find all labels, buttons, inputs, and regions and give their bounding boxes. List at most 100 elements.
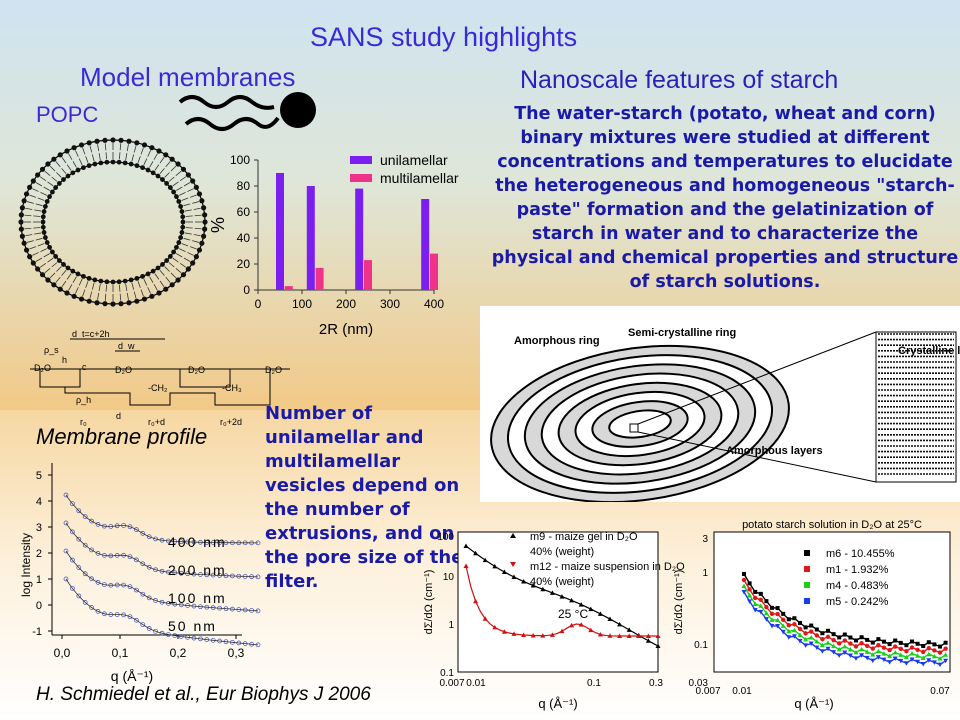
profile-xtick-label: 0,0 <box>54 646 71 660</box>
lipid-molecule-illustration <box>178 92 316 131</box>
potato-point <box>882 639 886 644</box>
potato-point <box>753 589 758 594</box>
profile-ytick-label: 2 <box>36 548 42 560</box>
potato-point <box>769 611 775 617</box>
bar-ytick-label: 80 <box>237 179 251 193</box>
potato-point <box>764 599 769 604</box>
potato-point <box>837 641 842 646</box>
profile-xtick-label: 0,3 <box>228 646 245 660</box>
maize-gel-series-point <box>645 638 651 643</box>
maize-suspension-series-point <box>549 632 555 637</box>
potato-ytick-label: 0.1 <box>694 640 708 651</box>
potato-xtick-label: 0.007 <box>695 686 720 697</box>
maize-gel-series-point <box>530 582 536 588</box>
potato-point <box>837 635 842 640</box>
maize-gel-series-point <box>473 550 479 556</box>
potato-point <box>865 637 870 642</box>
potato-point <box>848 641 853 646</box>
maize-xlabel: q (Å⁻¹) <box>538 696 577 711</box>
bar-xtick-label: 100 <box>292 297 312 311</box>
schematic-d2o-1: D₂O <box>34 363 51 373</box>
maize-gel-series-point <box>521 578 527 584</box>
potato-xtick-label: 0.07 <box>930 686 950 697</box>
maize-gel-series-point <box>578 602 584 607</box>
potato-point <box>798 620 802 625</box>
potato-point <box>842 644 848 649</box>
legend-label-unilamellar: unilamellar <box>380 152 448 168</box>
maize-xtick-label: 0.1 <box>587 678 601 689</box>
potato-point <box>747 581 752 586</box>
potato-point <box>831 650 837 655</box>
potato-point <box>825 646 831 652</box>
potato-point <box>865 643 870 649</box>
maize-suspension-series-point <box>482 616 488 621</box>
potato-point <box>819 649 825 654</box>
potato-point <box>842 632 847 637</box>
bar-multilamellar <box>284 286 293 290</box>
schematic-d2o-3: D₂O <box>188 365 205 375</box>
bar-ytick-label: 0 <box>243 283 250 297</box>
semi-crystalline-label: Semi-crystalline ring <box>628 327 736 339</box>
profile-ytick-label: -1 <box>32 626 42 638</box>
potato-point <box>926 640 931 645</box>
starch-description: The water-starch (potato, wheat and corn… <box>491 104 959 292</box>
maize-suspension-series-point <box>578 622 584 627</box>
bar-unilamellar <box>276 173 284 290</box>
schematic-r0-label: r₀ <box>80 417 87 427</box>
potato-point <box>752 601 758 606</box>
potato-point <box>904 649 909 654</box>
potato-legend-marker <box>804 566 810 572</box>
maize-suspension-series-point <box>492 624 498 630</box>
amorphous-ring-label: Amorphous ring <box>514 335 600 347</box>
potato-point <box>932 642 937 647</box>
schematic-r02d-label: r₀+2d <box>220 417 242 427</box>
potato-point <box>809 629 814 634</box>
potato-point <box>881 645 887 650</box>
bar-multilamellar <box>430 253 438 290</box>
potato-legend-marker <box>804 550 810 556</box>
bar-unilamellar <box>421 199 430 290</box>
potato-legend-marker <box>804 582 810 588</box>
potato-point <box>803 636 809 642</box>
potato-point <box>887 647 892 653</box>
potato-point <box>881 657 887 663</box>
schematic-dw-label: d_w <box>118 341 135 351</box>
potato-point <box>808 641 814 647</box>
maize-gel-series-point <box>501 569 507 574</box>
potato-point <box>753 595 758 601</box>
potato-ytick-label: 0.03 <box>689 678 709 689</box>
vesicle-illustration <box>18 137 208 307</box>
potato-point <box>848 635 853 640</box>
crystalline-layers-label: Crystalline layers <box>898 345 960 357</box>
potato-point <box>898 652 904 657</box>
potato-point <box>909 645 915 650</box>
schematic-ch3-label: -CH₃ <box>222 383 242 393</box>
potato-point <box>763 617 769 622</box>
maize-suspension-series-point <box>617 633 623 638</box>
potato-sans-chart: potato starch solution in D₂O at 25°C 0.0… <box>673 520 951 711</box>
potato-point <box>887 653 893 659</box>
maize-gel-series-point <box>597 611 603 616</box>
potato-point <box>909 651 915 656</box>
potato-point <box>898 640 903 645</box>
potato-point <box>875 655 881 660</box>
potato-point <box>741 583 747 588</box>
potato-point <box>780 623 786 628</box>
potato-point <box>853 656 859 661</box>
maize-gel-series-point <box>655 643 661 648</box>
potato-point <box>847 647 853 652</box>
maize-ylabel: dΣ/dΩ (cm⁻¹) <box>423 570 435 635</box>
potato-legend-marker <box>804 598 810 604</box>
potato-point <box>875 648 881 654</box>
maize-suspension-series-point <box>645 633 651 638</box>
potato-point <box>937 662 943 668</box>
maize-suspension-series-point <box>569 622 575 628</box>
potato-point <box>747 587 752 592</box>
model-membranes-heading: Model membranes <box>80 62 296 92</box>
maize-legend-text: 40% (weight) <box>530 546 594 558</box>
potato-point <box>803 643 809 648</box>
potato-point <box>915 641 920 646</box>
potato-point <box>831 637 836 643</box>
bar-multilamellar <box>364 260 372 290</box>
potato-point <box>842 638 847 643</box>
